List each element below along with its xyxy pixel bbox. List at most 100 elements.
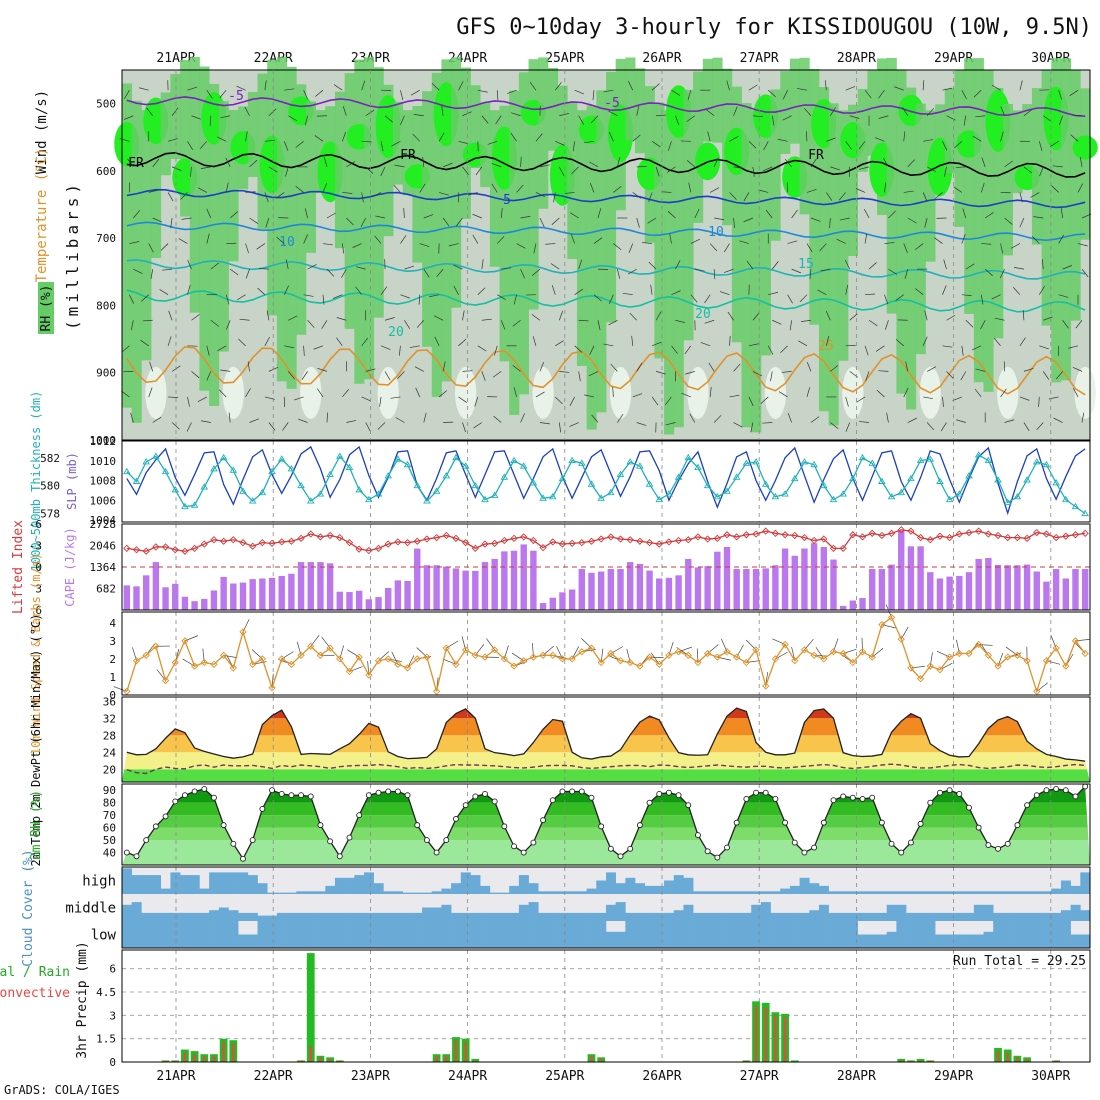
wind-barb [391, 141, 401, 147]
cloud-cell [789, 912, 800, 921]
cloud-cell [247, 934, 258, 948]
wind-barb [700, 342, 711, 347]
cloud-cell [218, 872, 229, 894]
wind-barb [197, 187, 207, 193]
cape-bar [869, 569, 876, 610]
wind-barb [384, 371, 391, 381]
li-series-point [762, 527, 770, 535]
wind-barb [500, 320, 506, 330]
wind-barb [520, 215, 531, 219]
thickness-series-point [771, 492, 780, 500]
wind-barb [141, 294, 149, 302]
li-series-point [161, 543, 170, 551]
rh2m-series-point [685, 802, 692, 809]
li-series-point [142, 547, 150, 555]
wind-barb [723, 243, 730, 253]
wind-barb [283, 285, 289, 295]
cloud-cell [1012, 891, 1023, 894]
wind-barb [187, 284, 191, 295]
cloud-cover-frame [121, 866, 1091, 949]
wind-barb [750, 422, 754, 433]
thickness-series-point [965, 472, 973, 479]
cloud-cell [944, 912, 955, 921]
rh-column [693, 71, 704, 223]
wind-barb [475, 166, 483, 176]
wind-barb [140, 339, 149, 347]
rh2m-series-point [133, 853, 140, 860]
wind10m-series-point [491, 646, 499, 654]
li-series-point [355, 545, 363, 553]
cloud-cell [944, 891, 955, 894]
cloud-cell [1080, 872, 1091, 894]
cloud-cell [615, 883, 626, 894]
wind-barb [613, 243, 622, 250]
cloud-level-label: low [91, 928, 117, 944]
precip-tick-label: 4.5 [96, 986, 116, 999]
wind-barb [984, 268, 993, 277]
wind-barb [247, 361, 250, 372]
wind-barb [666, 166, 676, 173]
li-series-line [126, 529, 1086, 552]
cloud-cell [383, 921, 394, 948]
li-series-point [636, 537, 644, 545]
cloud-cell [451, 883, 462, 894]
li-tick-label: 6 [35, 604, 42, 617]
cape-bar [259, 578, 266, 610]
wind-barb [1079, 156, 1083, 167]
cape-bar [201, 598, 208, 610]
li-series-point [190, 544, 199, 553]
cloud-cell [770, 912, 781, 921]
rh2m-series-point [820, 819, 827, 826]
wind-barb [210, 262, 219, 270]
wind-barb [578, 319, 589, 322]
li-series-point [965, 528, 973, 537]
temp2m-axis-label: 2m Temp 2m DewPt (6hr Min/Max) (°C) [29, 614, 43, 867]
cloud-cell [267, 915, 278, 921]
date-label-top: 25APR [545, 51, 584, 66]
li-series-point [297, 534, 305, 542]
cape-bar [694, 567, 702, 610]
wind-barb [856, 396, 866, 403]
cape-axis-label: CAPE (J/kg) [63, 527, 77, 606]
wind-barb [191, 115, 201, 120]
wind-barb [550, 263, 560, 270]
wind-barb [245, 191, 256, 193]
wind-barb [845, 141, 852, 150]
thickness-series-point [190, 501, 199, 508]
wind-barb [555, 340, 564, 347]
cloud-cell [518, 875, 529, 894]
wind-barb [249, 418, 259, 423]
cloud-cell [596, 880, 607, 894]
cloud-cell [151, 921, 162, 948]
thickness-series-point [142, 458, 150, 465]
wind-barb [956, 419, 966, 423]
rh2m-series-point [443, 837, 450, 844]
wind-barb [665, 422, 676, 426]
wind-barb [187, 259, 192, 270]
thickness-series-point [181, 502, 189, 510]
wind-barb [724, 268, 734, 273]
wind-barb [298, 418, 308, 423]
wind-barb [844, 259, 851, 270]
rh-dry-blob [454, 366, 477, 419]
wind-barb [826, 137, 836, 142]
cape-bar [723, 546, 731, 610]
li-series-point [645, 538, 654, 547]
wind-barb [838, 192, 846, 201]
cape-bar [1023, 564, 1031, 610]
rh-column [402, 110, 413, 196]
thickness-series-point [1081, 509, 1089, 517]
cloud-cell [673, 921, 684, 948]
cape-bar [762, 568, 769, 610]
cloud-cell [625, 921, 636, 948]
cloud-cell [218, 907, 229, 921]
rh2m-series-point [830, 797, 837, 804]
cloud-cell [828, 921, 839, 948]
thickness-axis-label: 1000~500mb Thickness (dm) [29, 391, 43, 572]
cloud-cell [441, 904, 452, 921]
li-series-point [481, 540, 489, 548]
wind-barb [1023, 367, 1034, 372]
cloud-cell [228, 921, 239, 948]
li-axis-label: Lifted Index [11, 520, 26, 614]
li-series-point [916, 533, 925, 542]
